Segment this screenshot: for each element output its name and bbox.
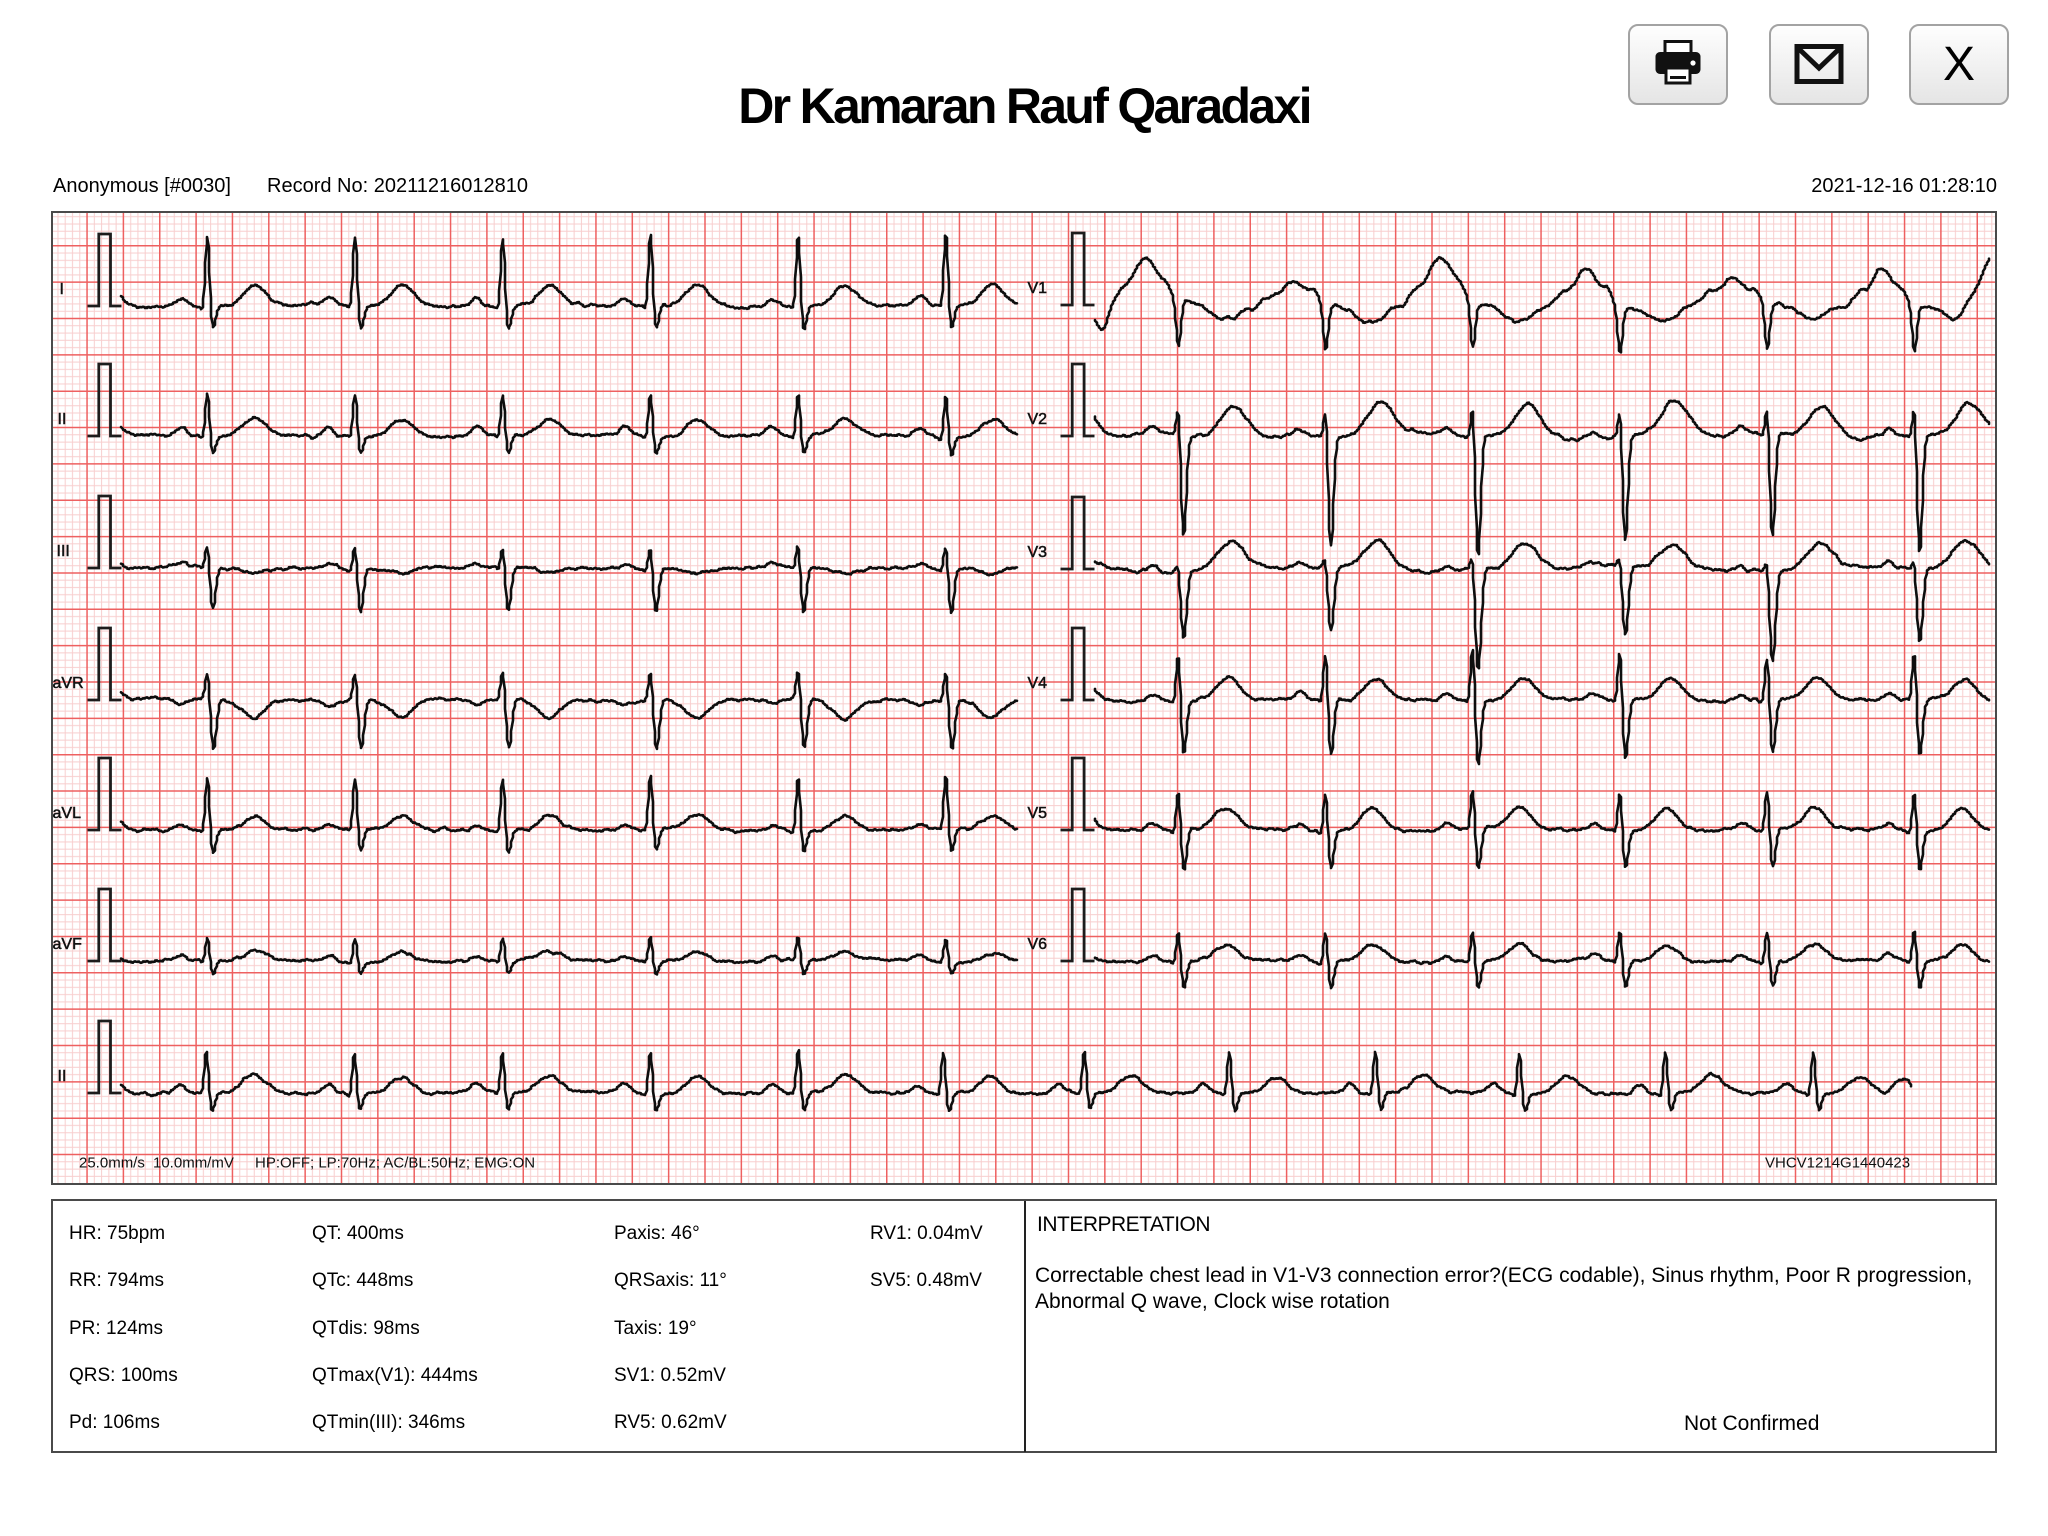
svg-text:II: II: [58, 411, 67, 428]
svg-text:III: III: [57, 543, 70, 560]
svg-text:V3: V3: [1028, 544, 1048, 561]
svg-text:aVL: aVL: [53, 805, 81, 822]
svg-text:V6: V6: [1028, 936, 1048, 953]
svg-text:aVR: aVR: [53, 675, 84, 692]
svg-text:HP:OFF; LP:70Hz; AC/BL:50Hz; E: HP:OFF; LP:70Hz; AC/BL:50Hz; EMG:ON: [255, 1154, 535, 1171]
svg-text:V2: V2: [1028, 411, 1048, 428]
svg-text:25.0mm/s: 25.0mm/s: [79, 1154, 145, 1171]
svg-text:10.0mm/mV: 10.0mm/mV: [153, 1154, 234, 1171]
svg-text:V4: V4: [1028, 675, 1048, 692]
svg-text:V1: V1: [1028, 280, 1048, 297]
svg-text:I: I: [60, 281, 64, 298]
svg-text:II: II: [58, 1068, 67, 1085]
svg-text:VHCV1214G1440423: VHCV1214G1440423: [1765, 1154, 1910, 1171]
svg-text:V5: V5: [1028, 805, 1048, 822]
svg-text:aVF: aVF: [53, 936, 82, 953]
